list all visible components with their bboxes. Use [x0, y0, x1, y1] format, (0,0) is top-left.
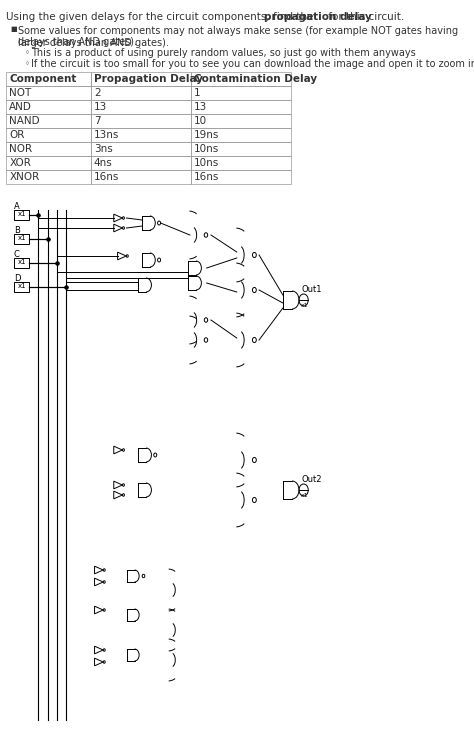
Text: AND: AND	[9, 102, 32, 112]
Bar	[91, 86, 191, 100]
Bar	[6, 86, 91, 100]
Bar	[14, 210, 29, 220]
Bar	[191, 142, 291, 156]
Bar	[191, 100, 291, 114]
Bar	[91, 114, 191, 128]
Bar	[91, 72, 191, 86]
Bar	[191, 114, 291, 128]
Text: x1: x1	[18, 211, 26, 217]
Bar	[6, 142, 91, 156]
Text: NOR: NOR	[9, 144, 32, 154]
Bar	[191, 72, 291, 86]
Bar	[14, 282, 29, 292]
Bar	[6, 72, 91, 86]
Bar	[6, 156, 91, 170]
Text: x1: x1	[18, 283, 26, 289]
Bar	[6, 170, 91, 184]
Bar	[91, 142, 191, 156]
Text: x1: x1	[18, 259, 26, 265]
Text: x1: x1	[18, 235, 26, 241]
Text: 10: 10	[194, 116, 207, 126]
Text: x1: x1	[301, 493, 308, 498]
Text: 16ns: 16ns	[194, 172, 219, 182]
Text: 16ns: 16ns	[94, 172, 119, 182]
Text: 19ns: 19ns	[194, 130, 219, 140]
Text: propagation delay: propagation delay	[264, 12, 372, 22]
Text: 1: 1	[194, 88, 201, 98]
Text: OR: OR	[9, 130, 25, 140]
Bar	[91, 156, 191, 170]
Text: 13: 13	[94, 102, 107, 112]
Text: Using the given delays for the circuit components, find the: Using the given delays for the circuit c…	[6, 12, 317, 22]
Bar	[191, 170, 291, 184]
Text: B: B	[14, 226, 20, 235]
Text: 10ns: 10ns	[194, 144, 219, 154]
Bar	[191, 86, 291, 100]
Text: Some values for components may not always make sense (for example NOT gates havi: Some values for components may not alway…	[18, 26, 458, 47]
Bar	[91, 128, 191, 142]
Text: C: C	[14, 250, 20, 259]
Text: Out1: Out1	[301, 285, 322, 294]
Text: for this circuit.: for this circuit.	[325, 12, 404, 22]
Text: If the circuit is too small for you to see you can download the image and open i: If the circuit is too small for you to s…	[31, 59, 474, 69]
Text: 3ns: 3ns	[94, 144, 112, 154]
Text: Out2: Out2	[301, 475, 322, 484]
Bar	[91, 170, 191, 184]
Text: XOR: XOR	[9, 158, 31, 168]
Text: x1: x1	[301, 303, 308, 308]
Bar	[14, 234, 29, 244]
Bar	[191, 128, 291, 142]
Text: ◦: ◦	[25, 48, 29, 57]
Text: D: D	[14, 274, 20, 283]
Bar	[91, 100, 191, 114]
Text: 13: 13	[194, 102, 207, 112]
Bar	[6, 114, 91, 128]
Text: 13ns: 13ns	[94, 130, 119, 140]
Text: NOT: NOT	[9, 88, 31, 98]
Text: 4ns: 4ns	[94, 158, 112, 168]
Text: ◦: ◦	[25, 59, 29, 68]
Text: This is a product of using purely random values, so just go with them anyways: This is a product of using purely random…	[31, 48, 416, 58]
Text: ■: ■	[11, 26, 18, 32]
Text: 10ns: 10ns	[194, 158, 219, 168]
Bar	[191, 156, 291, 170]
Text: Propagation Delay: Propagation Delay	[94, 74, 203, 84]
Text: delays than AND gates).: delays than AND gates).	[18, 37, 137, 47]
Text: Component: Component	[9, 74, 77, 84]
Bar	[14, 258, 29, 268]
Text: NAND: NAND	[9, 116, 40, 126]
Text: XNOR: XNOR	[9, 172, 39, 182]
Text: 7: 7	[94, 116, 100, 126]
Text: 2: 2	[94, 88, 100, 98]
Bar	[6, 128, 91, 142]
Text: Contamination Delay: Contamination Delay	[194, 74, 317, 84]
Bar	[6, 100, 91, 114]
Text: A: A	[14, 202, 19, 211]
